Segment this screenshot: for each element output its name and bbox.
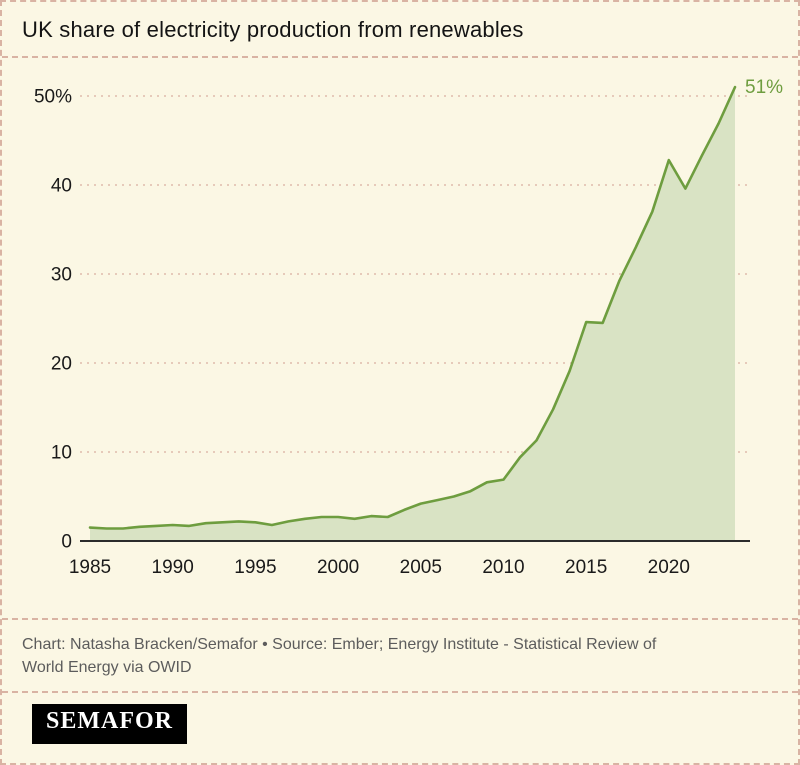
x-tick-label: 1985	[69, 557, 111, 578]
x-tick-label: 2015	[565, 557, 607, 578]
y-tick-label: 10	[51, 443, 72, 464]
chart-credit: Chart: Natasha Bracken/Semafor • Source:…	[2, 620, 798, 691]
x-tick-label: 2020	[648, 557, 690, 578]
x-tick-label: 1990	[152, 557, 194, 578]
title-separator	[2, 56, 798, 58]
area-fill	[90, 87, 735, 541]
x-tick-label: 2005	[400, 557, 442, 578]
footer-separator-bottom	[2, 691, 798, 694]
x-tick-label: 2010	[482, 557, 524, 578]
series-line	[88, 85, 737, 530]
credit-line-2: World Energy via OWID	[22, 659, 192, 677]
y-tick-label: 50%	[34, 87, 72, 108]
y-tick-label: 30	[51, 265, 72, 286]
credit-line-1: Chart: Natasha Bracken/Semafor • Source:…	[22, 636, 657, 653]
chart-title: UK share of electricity production from …	[22, 17, 524, 42]
y-tick-label: 20	[51, 354, 72, 375]
y-tick-label: 40	[51, 176, 72, 197]
semafor-logo: SEMAFOR	[32, 704, 187, 745]
area-chart: 0 10 20 30 40 50% 1985 1990 1995 2000 2005 2010 2015…	[34, 77, 783, 578]
x-tick-label: 2000	[317, 557, 359, 578]
y-tick-label: 0	[61, 532, 72, 553]
logo-row: SEMAFOR	[2, 693, 798, 745]
end-value-label: 51%	[745, 77, 783, 98]
footer-separator-top	[2, 618, 798, 620]
x-tick-label: 1995	[234, 557, 276, 578]
